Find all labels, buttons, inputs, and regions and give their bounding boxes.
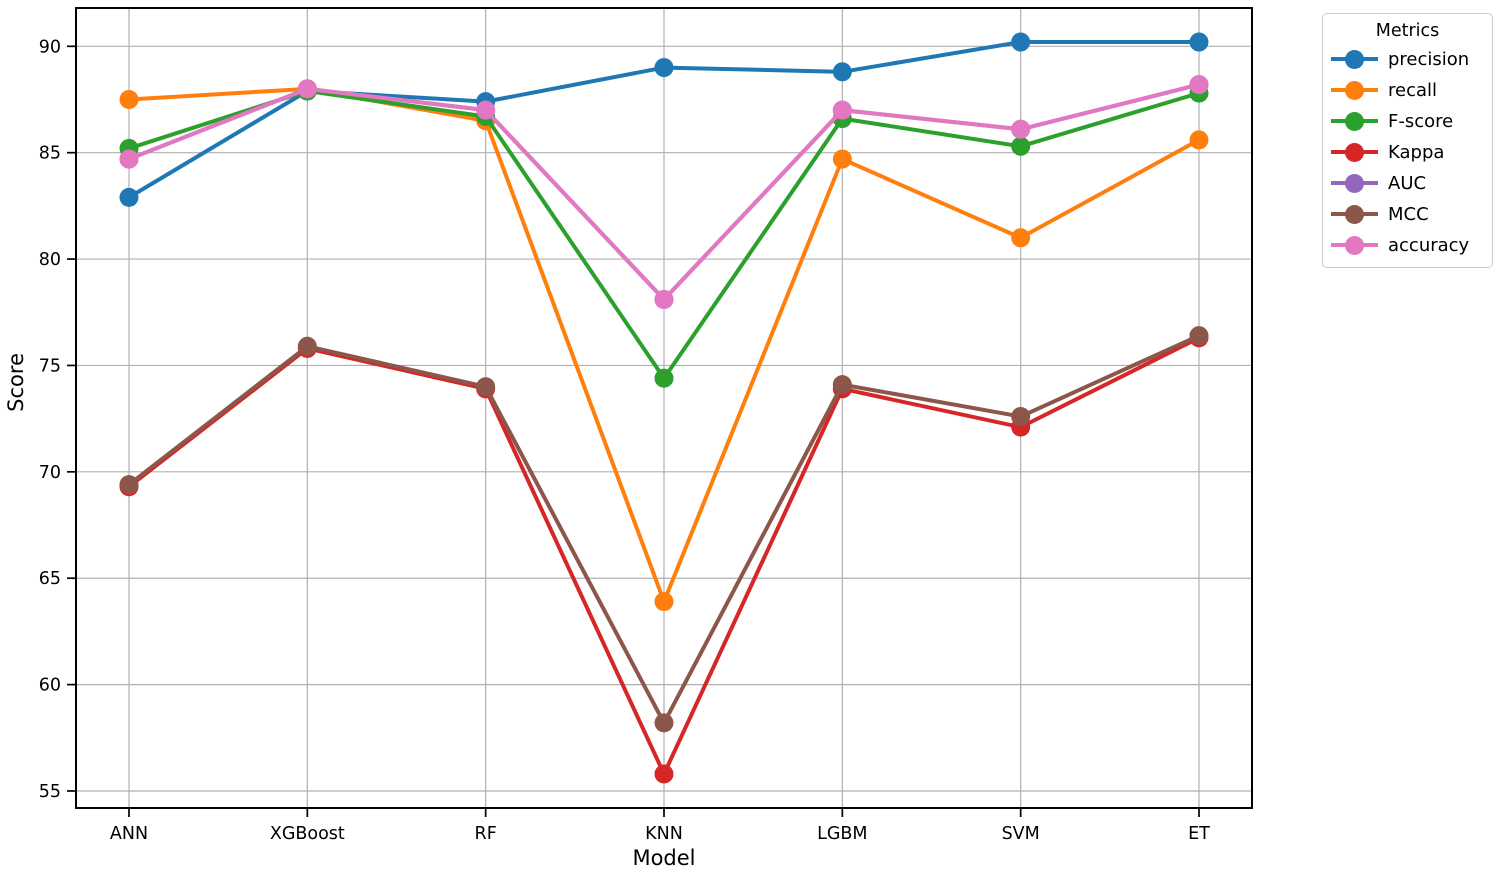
- legend-marker-auc-icon: [1331, 173, 1378, 194]
- legend-label-mcc: MCC: [1388, 203, 1429, 225]
- data-point-precision-LGBM: [832, 62, 852, 82]
- legend-marker-recall-icon: [1331, 80, 1378, 101]
- y-tick-label-90: 90: [39, 37, 61, 57]
- data-point-recall-KNN: [654, 592, 674, 612]
- x-tick-label-RF: RF: [475, 824, 497, 844]
- x-tick-label-ANN: ANN: [110, 824, 148, 844]
- legend-marker-precision-icon: [1331, 49, 1378, 70]
- x-axis-title: Model: [632, 846, 696, 870]
- legend-item-precision: precision: [1331, 47, 1484, 71]
- data-point-recall-SVM: [1011, 228, 1031, 248]
- legend-item-mcc: MCC: [1331, 202, 1484, 226]
- data-point-mcc-ET: [1189, 326, 1209, 346]
- y-tick-label-75: 75: [39, 356, 61, 376]
- y-tick-label-65: 65: [39, 569, 61, 589]
- data-point-recall-LGBM: [832, 149, 852, 169]
- data-point-mcc-SVM: [1011, 407, 1031, 427]
- y-tick-label-60: 60: [39, 676, 61, 696]
- legend-items: precision recall F-score Kappa AUC MCC accurac…: [1331, 47, 1484, 257]
- y-tick-label-70: 70: [39, 463, 61, 483]
- legend-dot-sample: [1345, 49, 1364, 69]
- legend-dot-sample: [1345, 204, 1364, 224]
- y-tick-label-85: 85: [39, 144, 61, 164]
- x-tick-label-XGBoost: XGBoost: [270, 824, 345, 844]
- data-point-precision-SVM: [1011, 32, 1031, 52]
- x-tick-label-SVM: SVM: [1002, 824, 1040, 844]
- legend-item-kappa: Kappa: [1331, 140, 1484, 164]
- legend-item-recall: recall: [1331, 78, 1484, 102]
- legend-label-kappa: Kappa: [1388, 141, 1445, 163]
- legend-marker-kappa-icon: [1331, 142, 1378, 163]
- data-point-mcc-ANN: [119, 475, 139, 495]
- legend-label-accuracy: accuracy: [1388, 234, 1470, 256]
- legend-dot-sample: [1345, 142, 1364, 162]
- legend-dot-sample: [1345, 80, 1364, 100]
- data-point-accuracy-ANN: [119, 149, 139, 169]
- legend-item-auc: AUC: [1331, 171, 1484, 195]
- data-point-accuracy-RF: [476, 100, 496, 120]
- data-point-mcc-RF: [476, 377, 496, 397]
- data-point-accuracy-XGBoost: [297, 79, 317, 99]
- data-point-precision-KNN: [654, 58, 674, 78]
- data-point-accuracy-LGBM: [832, 100, 852, 120]
- data-point-mcc-LGBM: [832, 375, 852, 395]
- legend-marker-mcc-icon: [1331, 204, 1378, 225]
- legend-item-accuracy: accuracy: [1331, 233, 1484, 257]
- x-tick-label-KNN: KNN: [645, 824, 683, 844]
- legend-label-recall: recall: [1388, 79, 1438, 101]
- legend-marker-accuracy-icon: [1331, 235, 1378, 256]
- legend-dot-sample: [1345, 235, 1364, 255]
- data-point-mcc-XGBoost: [297, 336, 317, 356]
- legend-title: Metrics: [1375, 21, 1440, 41]
- x-tick-label-ET: ET: [1188, 824, 1210, 844]
- data-point-accuracy-SVM: [1011, 119, 1031, 139]
- data-point-accuracy-ET: [1189, 75, 1209, 95]
- legend-item-f-score: F-score: [1331, 109, 1484, 133]
- legend-marker-f-score-icon: [1331, 111, 1378, 132]
- data-point-precision-ANN: [119, 187, 139, 207]
- data-point-mcc-KNN: [654, 713, 674, 733]
- data-point-kappa-KNN: [654, 764, 674, 784]
- data-point-f-score-KNN: [654, 368, 674, 388]
- legend: Metrics precision recall F-score Kappa AUC MC…: [1322, 13, 1493, 268]
- data-point-f-score-SVM: [1011, 136, 1031, 156]
- data-point-precision-ET: [1189, 32, 1209, 52]
- legend-label-precision: precision: [1388, 48, 1470, 70]
- data-point-recall-ET: [1189, 130, 1209, 150]
- data-point-recall-ANN: [119, 89, 139, 109]
- y-axis-title: Score: [4, 353, 28, 412]
- data-point-accuracy-KNN: [654, 289, 674, 309]
- legend-label-f-score: F-score: [1388, 110, 1454, 132]
- y-tick-label-55: 55: [39, 782, 61, 802]
- legend-label-auc: AUC: [1388, 172, 1427, 194]
- x-tick-label-LGBM: LGBM: [817, 824, 867, 844]
- legend-dot-sample: [1345, 111, 1364, 131]
- y-tick-label-80: 80: [39, 250, 61, 270]
- legend-dot-sample: [1345, 173, 1364, 193]
